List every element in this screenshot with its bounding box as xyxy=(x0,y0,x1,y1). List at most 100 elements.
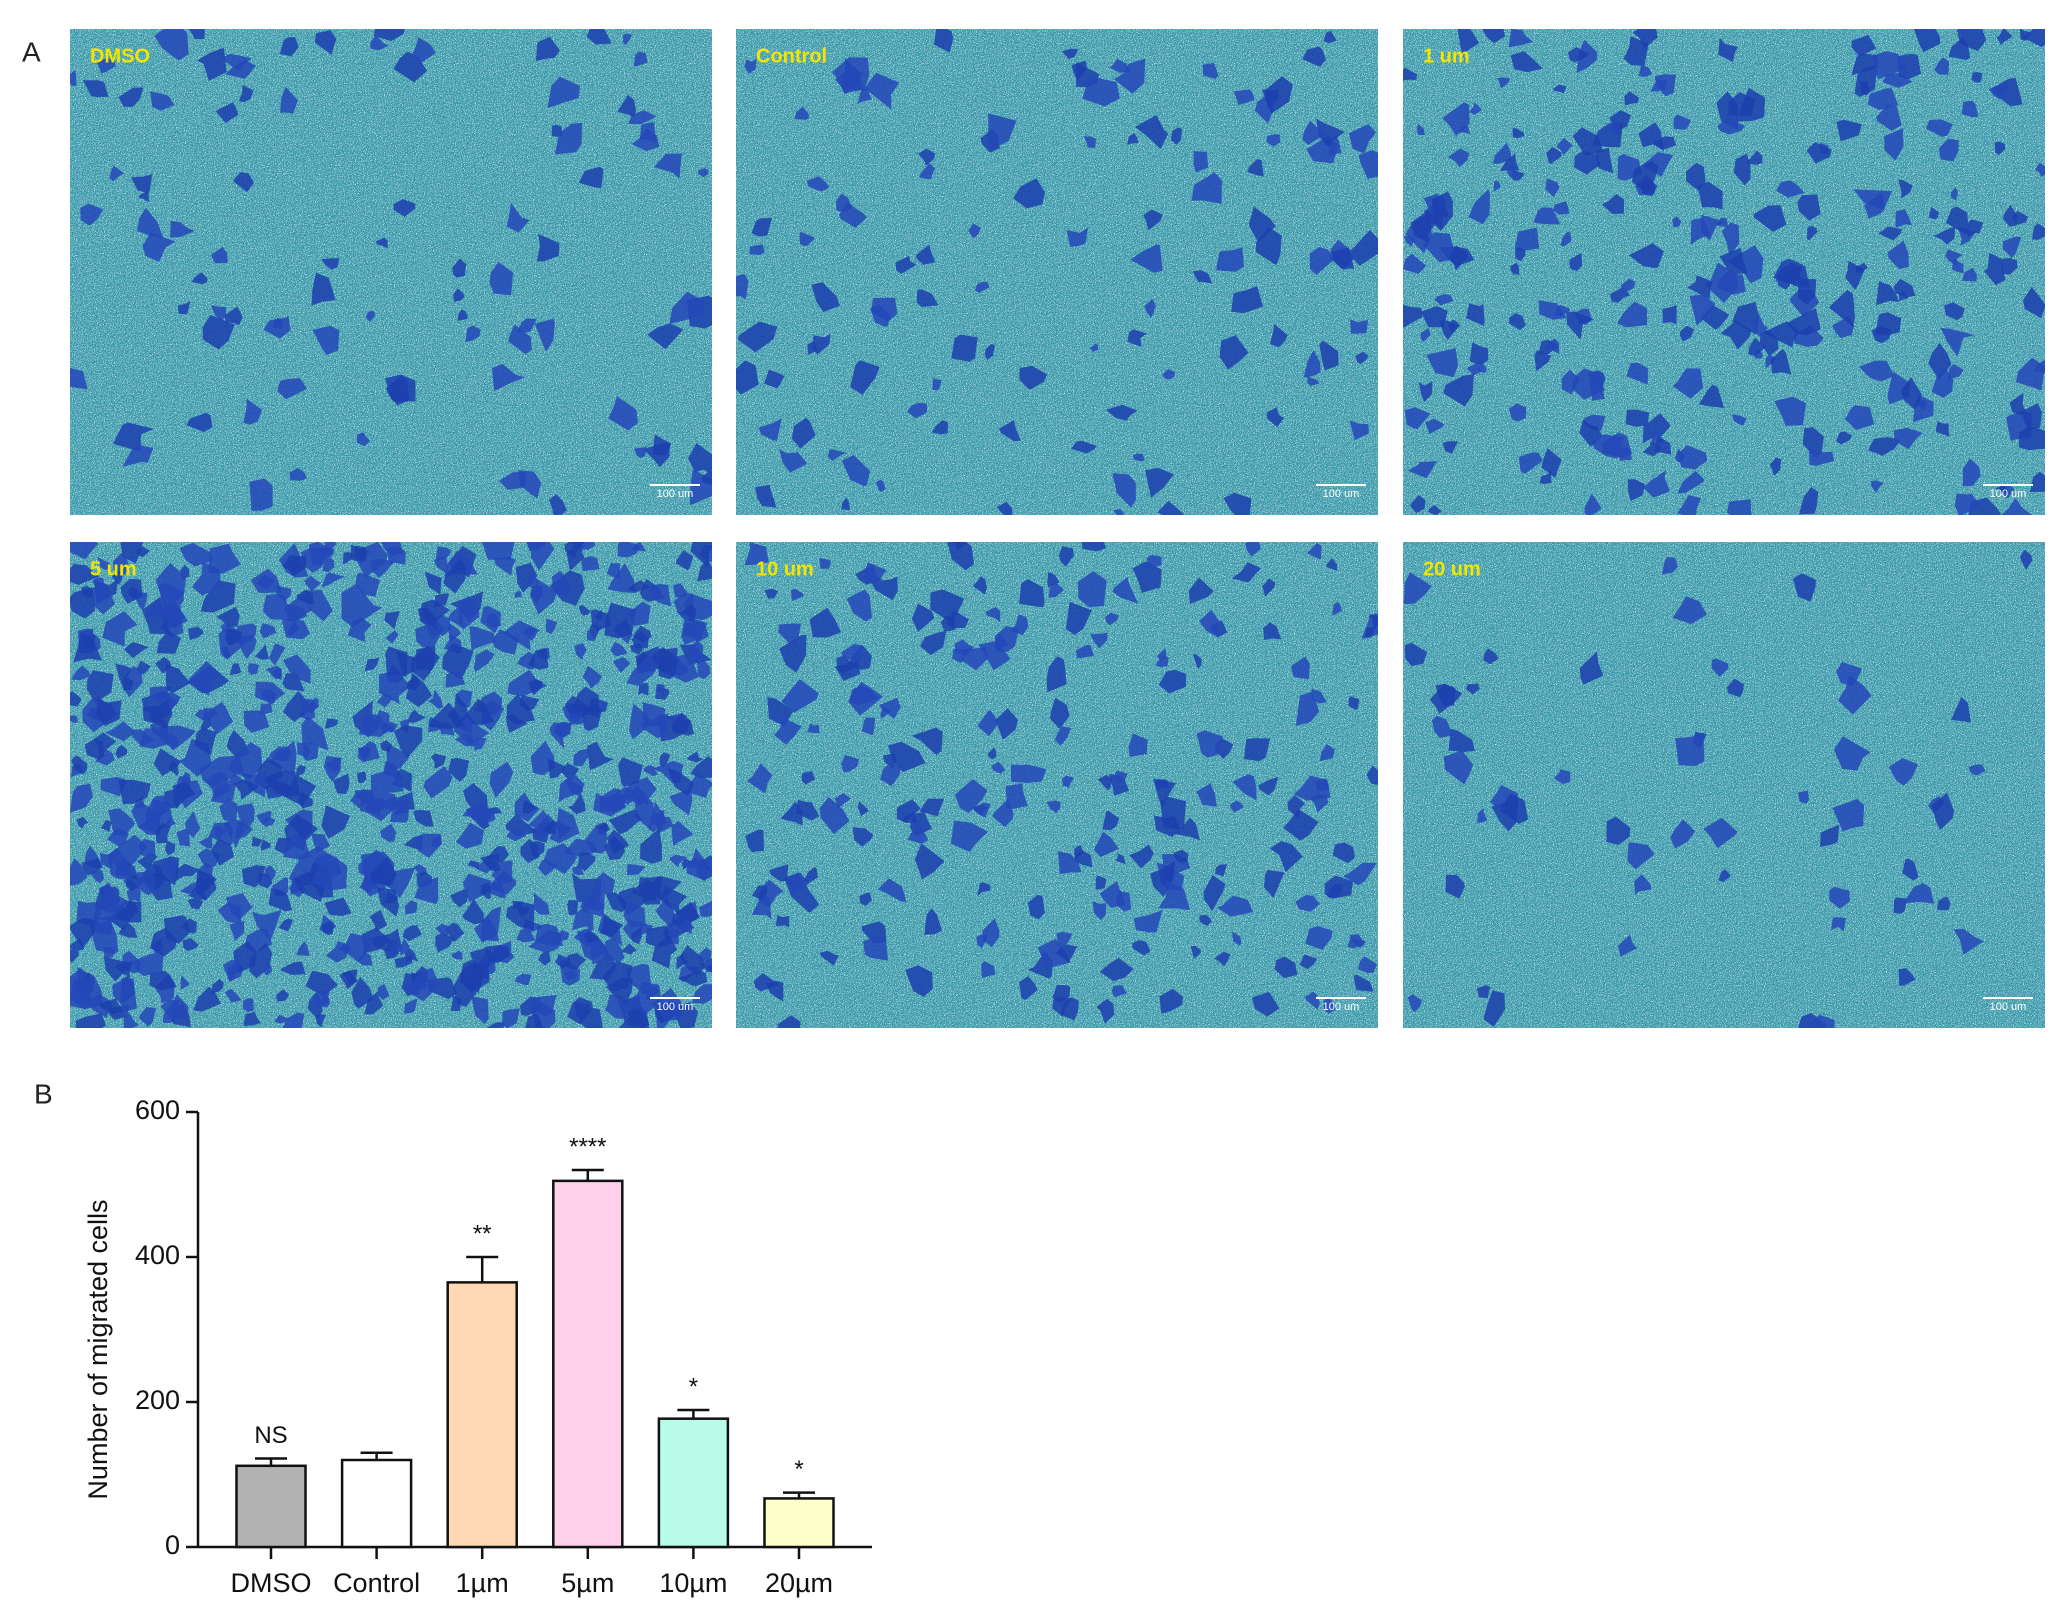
cell xyxy=(688,639,704,664)
cell xyxy=(1037,938,1071,968)
cell xyxy=(624,981,662,1014)
cell xyxy=(195,869,217,893)
cell xyxy=(1625,409,1650,427)
cell xyxy=(827,449,847,461)
cell xyxy=(595,609,603,621)
cell xyxy=(796,799,820,821)
cell xyxy=(1304,991,1321,1010)
cell xyxy=(219,798,238,822)
cell xyxy=(410,645,440,681)
cell xyxy=(346,933,375,963)
cell xyxy=(2029,471,2045,493)
x-tick-label: DMSO xyxy=(231,1568,312,1598)
cell xyxy=(1089,343,1099,352)
cell xyxy=(1358,150,1378,179)
cell xyxy=(1675,732,1705,766)
cell xyxy=(1316,118,1345,147)
cell xyxy=(841,497,850,511)
cell xyxy=(70,917,99,949)
cell xyxy=(675,550,694,571)
cell xyxy=(1642,441,1662,457)
micrograph-content xyxy=(1403,542,2045,1028)
cell xyxy=(380,823,397,843)
cell xyxy=(836,655,857,674)
cell xyxy=(1718,37,1738,63)
cell xyxy=(566,712,584,723)
cell xyxy=(452,258,467,278)
cell xyxy=(612,657,631,674)
cell xyxy=(1216,895,1254,917)
cell xyxy=(753,973,779,992)
cell xyxy=(1347,937,1365,949)
cell xyxy=(321,258,340,270)
cell xyxy=(1855,262,1868,273)
cell xyxy=(1188,577,1214,605)
cell xyxy=(243,1012,261,1026)
cell xyxy=(312,325,340,356)
cell xyxy=(1774,396,1807,426)
cell xyxy=(1310,794,1329,813)
cell xyxy=(2022,29,2045,48)
cell xyxy=(1193,151,1209,173)
cell xyxy=(1422,232,1457,263)
cell xyxy=(290,878,301,895)
cell xyxy=(92,583,115,615)
cell xyxy=(640,828,662,864)
cell xyxy=(120,542,144,564)
cell xyxy=(1146,554,1162,569)
cell xyxy=(1867,88,1899,110)
cell xyxy=(431,753,446,770)
cell xyxy=(632,542,647,552)
cell xyxy=(347,617,372,642)
cell xyxy=(1263,622,1282,641)
cell xyxy=(1539,470,1552,484)
cell xyxy=(380,740,393,753)
cell xyxy=(1326,135,1342,156)
x-tick-label: 1µm xyxy=(456,1568,509,1598)
cell xyxy=(1071,441,1097,454)
cell xyxy=(744,57,757,74)
y-axis-label: Number of migrated cells xyxy=(83,1199,113,1499)
cell xyxy=(1854,65,1878,97)
cell xyxy=(132,951,164,977)
cell xyxy=(443,558,466,594)
cell xyxy=(1311,688,1327,704)
cell xyxy=(1153,815,1181,837)
cell xyxy=(577,852,596,872)
cell xyxy=(1199,914,1212,926)
cell xyxy=(70,715,78,723)
cell xyxy=(165,840,176,856)
cell xyxy=(1266,134,1281,147)
cell xyxy=(918,148,936,166)
cell xyxy=(1251,991,1280,1017)
bar xyxy=(552,1179,624,1549)
cell xyxy=(1928,206,1939,220)
cell xyxy=(1617,301,1648,328)
cell xyxy=(751,891,772,920)
cell xyxy=(222,53,252,71)
cell xyxy=(673,583,687,598)
cell xyxy=(1425,418,1445,435)
cell xyxy=(1158,880,1191,911)
cell xyxy=(311,833,331,853)
cell xyxy=(1143,209,1163,231)
cell xyxy=(2002,204,2017,227)
image-label: DMSO xyxy=(90,45,150,67)
cell xyxy=(1050,697,1070,730)
cell xyxy=(1853,189,1893,210)
cell xyxy=(1728,92,1756,116)
cell xyxy=(405,672,433,708)
cell xyxy=(480,882,491,900)
cell xyxy=(202,314,235,350)
cell xyxy=(299,699,318,715)
cell xyxy=(697,659,711,680)
cell xyxy=(1888,758,1919,786)
image-speckle xyxy=(1403,542,2045,1028)
cell xyxy=(450,995,462,1011)
cell xyxy=(803,867,818,884)
cell xyxy=(1244,738,1271,762)
cell xyxy=(1132,561,1162,593)
cell xyxy=(465,806,496,827)
cell xyxy=(283,833,311,860)
cell xyxy=(2016,357,2045,391)
